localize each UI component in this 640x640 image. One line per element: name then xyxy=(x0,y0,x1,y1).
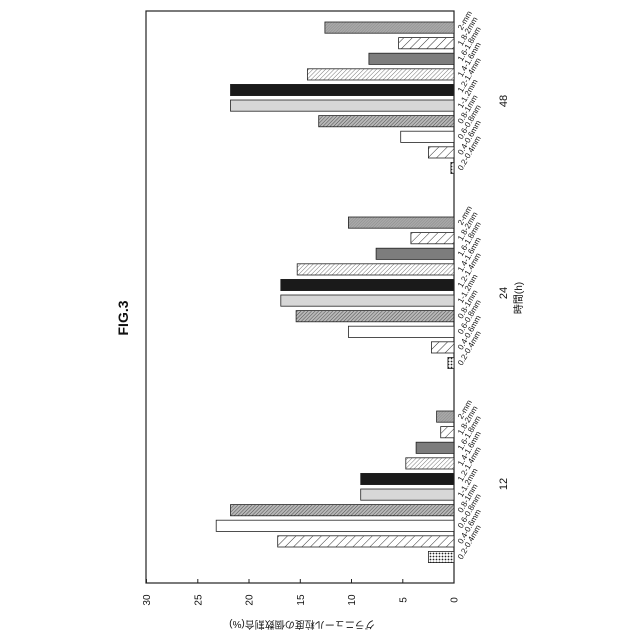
group-label: 24 xyxy=(498,287,510,299)
tick-label: 15 xyxy=(296,594,307,606)
category-labels: 0.2-0.4mm0.4-0.6mm0.6-0.8mm0.8-1mm1-1.2m… xyxy=(456,9,483,561)
bar-48h-1.6-1.8mm xyxy=(369,53,454,64)
y-axis-title: グラニュール粒度の個数割合(%) xyxy=(229,618,375,631)
x-axis-title: 時間(h) xyxy=(513,282,525,314)
bar-12h-2-mm xyxy=(437,411,454,422)
bar-48h-0.2-0.4mm xyxy=(451,162,454,173)
tick-label: 5 xyxy=(398,597,409,603)
bar-12h-0.2-0.4mm xyxy=(428,551,454,562)
tick-label: 25 xyxy=(193,594,204,606)
bar-12h-1.2-1.4mm xyxy=(361,473,454,484)
bar-24h-1-1.2mm xyxy=(281,295,454,306)
bar-12h-0.8-1mm xyxy=(231,505,455,516)
tick-label: 0 xyxy=(450,597,461,603)
tick-label: 10 xyxy=(347,594,358,606)
group-label: 48 xyxy=(498,95,510,107)
bar-48h-0.6-0.8mm xyxy=(401,131,454,142)
group-label: 12 xyxy=(498,478,510,490)
bar-48h-0.4-0.6mm xyxy=(428,147,454,158)
bar-48h-1.4-1.6mm xyxy=(307,69,454,80)
group-labels: 12 24 48 xyxy=(498,95,510,490)
bar-24h-2-mm xyxy=(348,217,454,228)
bar-24h-1.6-1.8mm xyxy=(376,248,454,259)
bar-24h-0.4-0.6mm xyxy=(431,342,454,353)
tick-label: 20 xyxy=(245,594,256,606)
bar-48h-0.8-1mm xyxy=(319,116,454,127)
figure-label: FIG.3 xyxy=(115,300,131,335)
bar-24h-1.4-1.6mm xyxy=(297,264,454,275)
bar-24h-0.2-0.4mm xyxy=(448,357,454,368)
bar-48h-2-mm xyxy=(325,22,454,33)
bar-12h-1-1.2mm xyxy=(361,489,454,500)
bar-12h-0.4-0.6mm xyxy=(278,536,454,547)
bar-24h-0.8-1mm xyxy=(296,311,454,322)
bars-layer xyxy=(216,22,454,563)
bar-12h-1.8-2mm xyxy=(441,427,454,438)
bar-24h-1.2-1.4mm xyxy=(281,279,454,290)
bar-12h-0.6-0.8mm xyxy=(216,520,454,531)
bar-24h-0.6-0.8mm xyxy=(348,326,454,337)
bar-12h-1.6-1.8mm xyxy=(416,442,454,453)
bar-24h-1.8-2mm xyxy=(411,233,454,244)
bar-48h-1.8-2mm xyxy=(399,38,454,49)
bar-12h-1.4-1.6mm xyxy=(406,458,454,469)
tick-label: 30 xyxy=(142,594,153,606)
bar-48h-1.2-1.4mm xyxy=(231,84,455,95)
bar-48h-1-1.2mm xyxy=(231,100,455,111)
